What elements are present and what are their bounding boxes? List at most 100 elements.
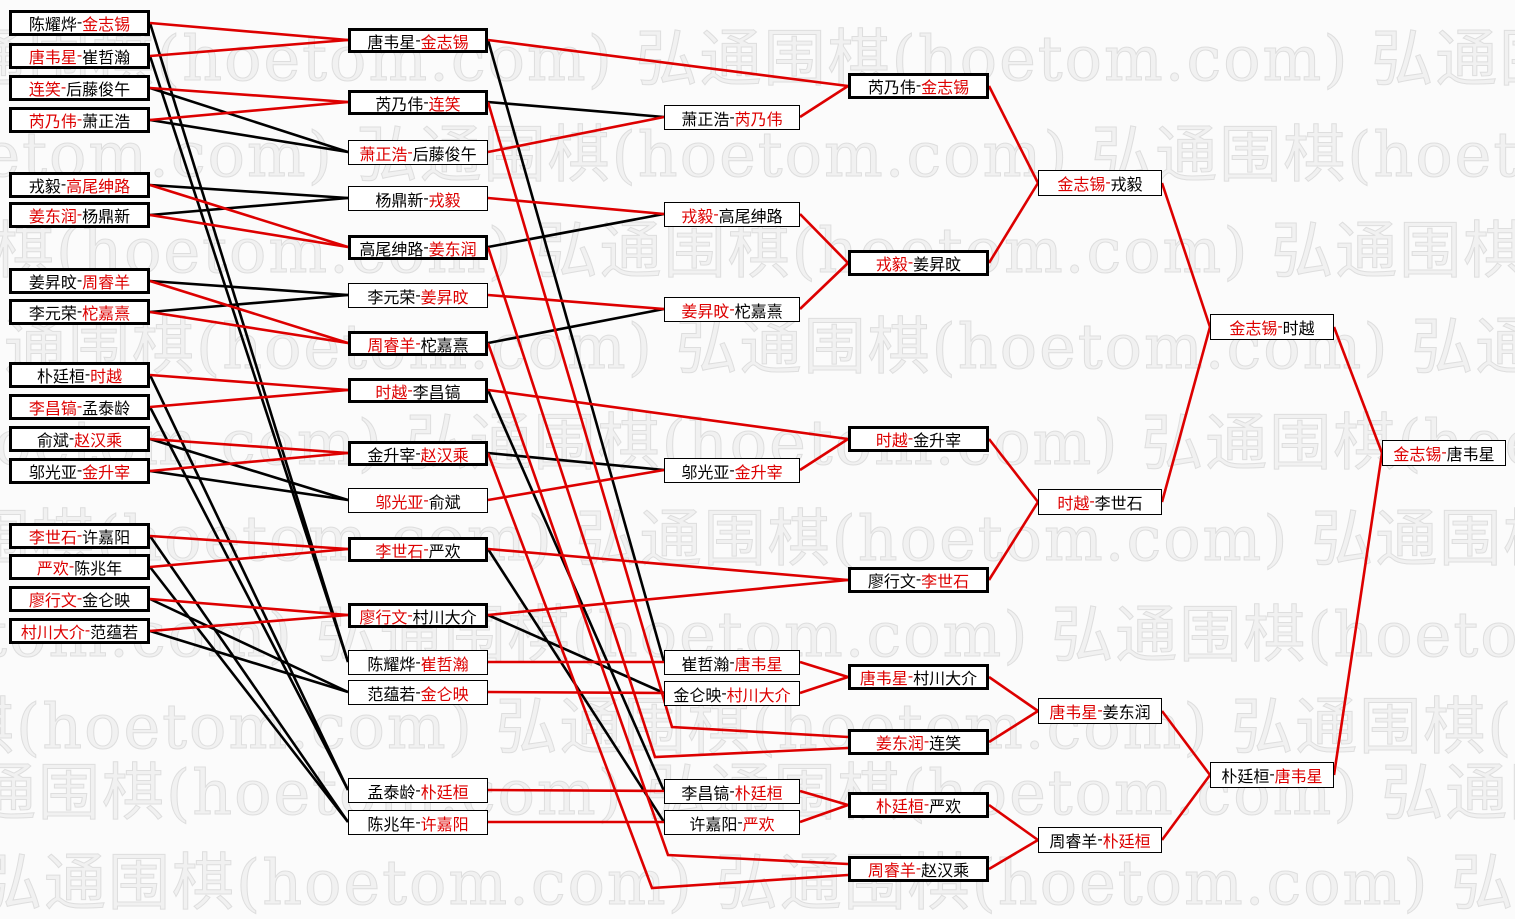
player-right: 赵汉乘 xyxy=(74,433,123,450)
player-right: 后藤俊午 xyxy=(66,82,131,99)
player-left: 杨鼎新 xyxy=(375,192,424,210)
separator: - xyxy=(60,176,67,193)
player-left: 朴廷桓 xyxy=(36,369,85,386)
elimination-line xyxy=(149,196,349,217)
elimination-line xyxy=(149,118,349,154)
match-box-round4-3: 时越 - 金升宰 xyxy=(848,426,989,452)
player-right: 时越 xyxy=(90,369,123,386)
watermark-text: 弘通围棋(hoetom.com) 弘通围棋(hoetom.com) 弘通围棋(h… xyxy=(0,214,1515,287)
elimination-line xyxy=(149,629,349,694)
separator: - xyxy=(915,77,922,94)
advance-line xyxy=(149,373,349,392)
separator: - xyxy=(84,366,91,383)
match-box-round3-2: 戎毅 - 高尾绅路 xyxy=(664,202,800,227)
separator: - xyxy=(407,143,413,161)
separator: - xyxy=(423,238,429,256)
player-right: 时越 xyxy=(1282,321,1315,338)
separator: - xyxy=(407,606,413,624)
advance-line xyxy=(486,452,849,890)
advance-line xyxy=(799,675,849,695)
advance-line xyxy=(149,38,349,58)
player-left: 金志锡 xyxy=(1057,177,1106,194)
elimination-line xyxy=(149,183,349,200)
elimination-line xyxy=(149,86,349,154)
match-box-round2-11: 李世石 - 严欢 xyxy=(348,537,488,562)
match-box-round2-1: 唐韦星 - 金志锡 xyxy=(348,28,488,53)
separator: - xyxy=(423,189,429,207)
player-right: 严欢 xyxy=(742,816,775,834)
match-box-round2-5: 高尾绅路 - 姜东润 xyxy=(348,235,488,260)
separator: - xyxy=(76,462,83,479)
player-right: 金仑映 xyxy=(82,593,131,610)
advance-line xyxy=(799,213,849,264)
match-box-round1-2: 唐韦星 - 崔哲瀚 xyxy=(9,43,150,69)
player-left: 廖行文 xyxy=(359,609,408,627)
player-left: 金仑映 xyxy=(673,687,722,705)
player-right: 严欢 xyxy=(428,543,461,561)
match-box-round4-4: 廖行文 - 李世石 xyxy=(848,567,989,593)
separator: - xyxy=(1269,766,1275,783)
advance-line xyxy=(487,578,849,617)
separator: - xyxy=(76,111,83,128)
player-right: 戎毅 xyxy=(1110,177,1143,194)
advance-line xyxy=(988,709,1039,744)
player-right: 姜东润 xyxy=(428,241,477,259)
separator: - xyxy=(915,860,922,877)
player-left: 姜昇旼 xyxy=(28,275,77,292)
player-right: 许嘉阳 xyxy=(82,530,131,547)
separator: - xyxy=(729,782,735,800)
elimination-line xyxy=(149,437,349,502)
advance-line xyxy=(486,246,849,759)
separator: - xyxy=(68,430,75,447)
player-right: 唐韦星 xyxy=(1446,447,1495,464)
match-box-round1-4: 芮乃伟 - 萧正浩 xyxy=(9,107,150,133)
match-box-round1-15: 廖行文 - 金仑映 xyxy=(9,586,150,612)
watermark-text: 弘通围棋(hoetom.com) 弘通围棋(hoetom.com) 弘通围棋(h… xyxy=(0,502,1515,575)
separator: - xyxy=(713,205,719,223)
player-left: 戎毅 xyxy=(875,257,908,274)
separator: - xyxy=(407,381,413,399)
match-box-round5-2: 时越 - 李世石 xyxy=(1038,489,1162,515)
player-left: 姜昇旼 xyxy=(681,303,730,321)
player-left: 高尾绅路 xyxy=(359,241,424,259)
advance-line xyxy=(149,613,349,633)
advance-line xyxy=(487,38,849,88)
match-box-round2-13: 陈耀烨 - 崔哲瀚 xyxy=(348,650,488,675)
elimination-line xyxy=(149,469,349,502)
advance-line xyxy=(487,388,849,441)
advance-line xyxy=(149,279,349,345)
player-right: 芮乃伟 xyxy=(734,111,783,129)
player-left: 许嘉阳 xyxy=(689,816,738,834)
advance-line xyxy=(1332,452,1384,776)
player-right: 俞斌 xyxy=(428,494,461,512)
player-right: 孟泰龄 xyxy=(82,401,131,418)
elimination-line xyxy=(149,597,349,694)
player-left: 邬光亚 xyxy=(681,464,730,482)
player-left: 廖行文 xyxy=(28,593,77,610)
player-left: 芮乃伟 xyxy=(375,96,424,114)
advance-line xyxy=(487,196,665,216)
player-left: 邬光亚 xyxy=(375,494,424,512)
player-right: 李世石 xyxy=(1094,496,1143,513)
match-box-round3-4: 邬光亚 - 金升宰 xyxy=(664,458,800,483)
separator: - xyxy=(415,31,421,49)
player-left: 芮乃伟 xyxy=(867,80,916,97)
player-right: 姜昇旼 xyxy=(420,289,469,307)
separator: - xyxy=(76,47,83,64)
player-right: 李世石 xyxy=(921,574,970,591)
separator: - xyxy=(68,558,75,575)
separator: - xyxy=(415,813,421,831)
advance-line xyxy=(988,675,1039,713)
player-left: 崔哲瀚 xyxy=(681,656,730,674)
elimination-line xyxy=(148,22,350,663)
separator: - xyxy=(76,303,83,320)
separator: - xyxy=(907,668,914,685)
advance-line xyxy=(487,547,849,582)
watermark-text: 弘通围棋(hoetom.com) 弘通围棋(hoetom.com) 弘通围棋(h… xyxy=(0,22,1515,95)
player-left: 戎毅 xyxy=(28,179,61,196)
separator: - xyxy=(423,540,429,558)
separator: - xyxy=(76,272,83,289)
player-right: 崔哲瀚 xyxy=(420,656,469,674)
separator: - xyxy=(729,108,735,126)
player-right: 周睿羊 xyxy=(82,275,131,292)
